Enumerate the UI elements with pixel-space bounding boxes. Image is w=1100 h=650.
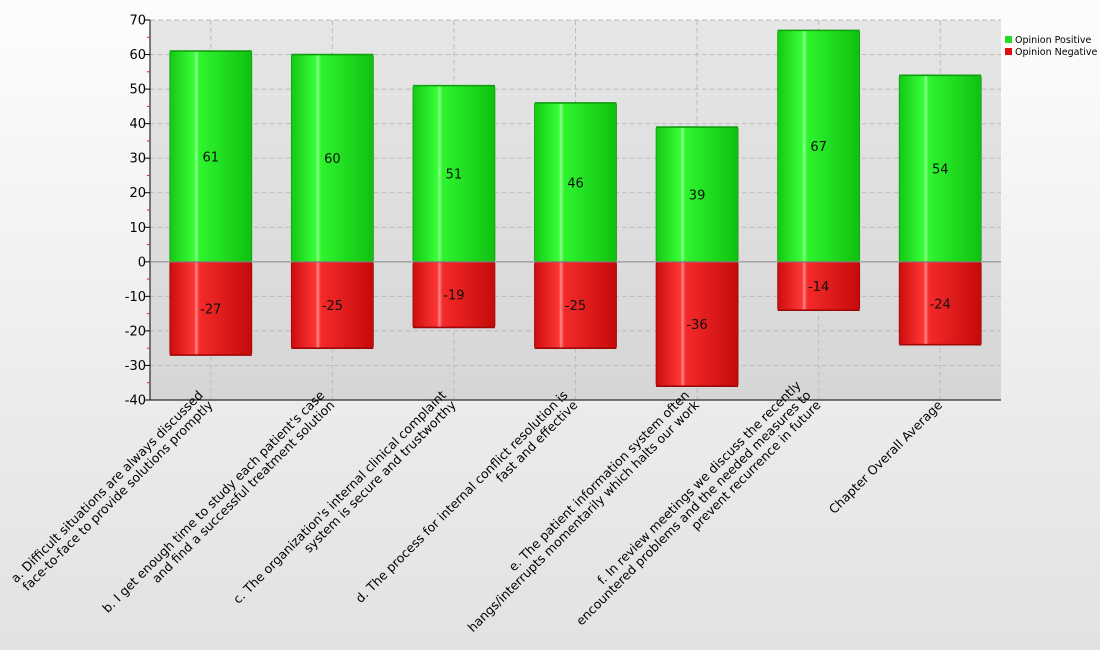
legend-entry: Opinion Negative [1015,47,1097,58]
y-tick-label: 30 [129,152,146,167]
x-axis-categories: a. Difficult situations are always discu… [8,377,946,635]
category-label: a. Difficult situations are always discu… [8,387,217,594]
y-tick-label: -30 [125,359,146,374]
bar-value-label: -14 [808,280,829,295]
y-tick-label: 40 [129,117,146,132]
y-tick-label: 20 [129,186,146,201]
y-tick-label: -20 [125,324,146,339]
bar-value-label: 46 [567,176,584,191]
y-axis-ticks: 70 60 50 40 30 20 10 0 -10 -20 -30 -40 [125,14,150,409]
bar-value-label: -24 [930,297,951,312]
y-tick-label: 60 [129,48,146,63]
bar-value-label: 51 [446,168,463,183]
bar-value-label: -27 [200,302,221,317]
bars: 61 60 51 46 39 67 54 -27 -25 -19 -25 -36 -14 -24 [169,29,982,387]
bar-value-label: -19 [443,289,464,304]
legend-swatch [1005,48,1012,55]
category-label-line: encountered problems and the needed meas… [573,387,814,628]
y-tick-label: -10 [125,290,146,305]
category-label: c. The organization's internal clinical … [230,387,459,606]
y-tick-label: 50 [129,83,146,98]
category-label-line: face-to-face to provide solutions prompt… [19,397,216,594]
legend-swatch [1005,36,1012,43]
bar-value-label: 61 [203,150,220,165]
category-label-line: d. The process for internal conflict res… [352,387,570,605]
category-label: b. I get enough time to study each patie… [99,387,337,615]
y-tick-label: -40 [125,394,146,409]
bar-value-label: 39 [689,188,706,203]
bar-value-label: 54 [932,163,949,178]
bar-value-label: 67 [810,140,827,155]
category-label: Chapter Overall Average [826,397,946,517]
legend-entry: Opinion Positive [1015,35,1091,46]
category-label-line: Chapter Overall Average [826,397,946,517]
y-tick-label: 70 [129,14,146,29]
category-label-line: c. The organization's internal clinical … [230,387,449,606]
y-tick-label: 10 [129,221,146,236]
bar-value-label: 60 [324,152,341,167]
category-label-line: b. I get enough time to study each patie… [99,387,327,615]
bar-value-label: -25 [322,299,343,314]
y-tick-label: 0 [138,255,146,270]
bar-value-label: -25 [565,299,586,314]
category-label: d. The process for internal conflict res… [352,387,580,605]
bar-value-label: -36 [686,318,707,333]
